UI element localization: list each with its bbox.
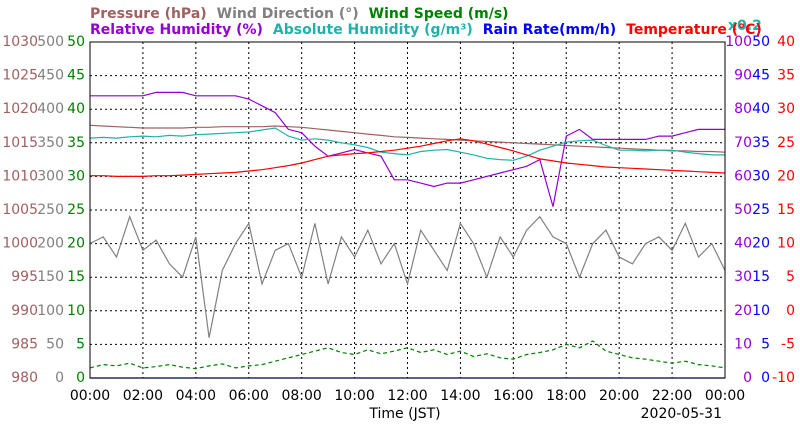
y-tick-label: 100: [37, 303, 64, 319]
y-tick-label: 0: [786, 303, 795, 319]
x-tick-label: 04:00: [176, 388, 216, 404]
y-tick-label: 15: [777, 202, 795, 218]
y-tick-label: 1010: [2, 168, 38, 184]
x-tick-label: 00:00: [705, 388, 745, 404]
y-tick-label: 985: [11, 336, 38, 352]
y-tick-label: 60: [734, 168, 752, 184]
y-tick-label: 45: [67, 68, 85, 84]
y-tick-label: 30: [734, 269, 752, 285]
y-tick-label: 25: [752, 202, 770, 218]
series-line: [90, 138, 726, 177]
y-tick-label: -10: [772, 370, 795, 386]
y-tick-label: 20: [67, 236, 85, 252]
y-tick-label: 40: [67, 101, 85, 117]
y-tick-label: 45: [752, 68, 770, 84]
y-tick-label: 10: [777, 236, 795, 252]
series-line: [89, 214, 726, 338]
series-line: [89, 127, 725, 161]
y-tick-label: 90: [734, 68, 752, 84]
x-tick-label: 06:00: [229, 388, 269, 404]
y-tick-label: 350: [37, 135, 64, 151]
y-tick-label: 15: [752, 269, 770, 285]
y-tick-label: 40: [734, 236, 752, 252]
y-tick-label: 40: [752, 101, 770, 117]
y-tick-label: -5: [781, 336, 795, 352]
x-tick-label: 10:00: [334, 388, 374, 404]
y-tick-label: 10: [734, 336, 752, 352]
y-tick-label: 1020: [2, 101, 38, 117]
y-tick-label: 50: [67, 34, 85, 50]
y-tick-label: 300: [37, 168, 64, 184]
y-tick-label: 20: [734, 303, 752, 319]
y-tick-label: 5: [786, 269, 795, 285]
y-tick-label: 30: [752, 168, 770, 184]
y-tick-label: 80: [734, 101, 752, 117]
y-tick-label: 150: [37, 269, 64, 285]
series-line: [90, 91, 725, 207]
plot-frame: [89, 41, 726, 379]
x-axis-label: Time (JST): [368, 406, 440, 422]
y-tick-label: 400: [37, 101, 64, 117]
y-tick-label: 25: [777, 135, 795, 151]
y-tick-label: 200: [37, 236, 64, 252]
y-tick-label: 10: [752, 303, 770, 319]
y-tick-label: 35: [752, 135, 770, 151]
y-tick-label: 100: [725, 34, 752, 50]
y-tick-label: 1000: [2, 236, 38, 252]
series-line: [89, 340, 726, 370]
scale-note: x0.2: [728, 18, 762, 34]
y-tick-label: 1005: [2, 202, 38, 218]
y-tick-label: 450: [37, 68, 64, 84]
x-tick-label: 20:00: [599, 388, 639, 404]
y-tick-label: 30: [777, 101, 795, 117]
y-tick-label: 15: [67, 269, 85, 285]
y-tick-label: 0: [76, 370, 85, 386]
y-tick-label: 30: [67, 168, 85, 184]
y-tick-label: 40: [777, 34, 795, 50]
y-tick-label: 20: [752, 236, 770, 252]
x-tick-label: 12:00: [387, 388, 427, 404]
y-tick-label: 35: [67, 135, 85, 151]
y-tick-label: 250: [37, 202, 64, 218]
y-tick-label: 50: [46, 336, 64, 352]
x-tick-label: 00:00: [70, 388, 110, 404]
y-tick-label: 1025: [2, 68, 38, 84]
x-tick-label: 08:00: [281, 388, 321, 404]
date-label: 2020-05-31: [641, 406, 722, 422]
x-tick-label: 16:00: [493, 388, 533, 404]
legend-entry: Temperature (°C): [626, 22, 762, 38]
y-tick-label: 0: [743, 370, 752, 386]
legend-entry: Pressure (hPa): [90, 6, 207, 22]
y-tick-label: 70: [734, 135, 752, 151]
x-tick-label: 14:00: [440, 388, 480, 404]
y-tick-label: 1015: [2, 135, 38, 151]
y-tick-label: 50: [734, 202, 752, 218]
y-tick-label: 1030: [2, 34, 38, 50]
y-tick-label: 35: [777, 68, 795, 84]
legend-entry: Wind Speed (m/s): [369, 6, 509, 22]
series-line: [89, 124, 726, 153]
x-tick-label: 22:00: [652, 388, 692, 404]
y-tick-label: 980: [11, 370, 38, 386]
y-tick-label: 25: [67, 202, 85, 218]
y-tick-label: 10: [67, 303, 85, 319]
y-tick-label: 5: [76, 336, 85, 352]
y-tick-label: 990: [11, 303, 38, 319]
legend-entry: Relative Humidity (%): [90, 22, 263, 38]
legend-entry: Rain Rate(mm/h): [483, 22, 616, 38]
y-tick-label: 50: [752, 34, 770, 50]
y-tick-label: 0: [761, 370, 770, 386]
y-tick-label: 0: [55, 370, 64, 386]
y-tick-label: 5: [761, 336, 770, 352]
y-tick-label: 995: [11, 269, 38, 285]
y-tick-label: 500: [37, 34, 64, 50]
legend-entry: Absolute Humidity (g/m³): [273, 22, 473, 38]
x-tick-label: 18:00: [546, 388, 586, 404]
x-tick-label: 02:00: [123, 388, 163, 404]
y-tick-label: 20: [777, 168, 795, 184]
legend-entry: Wind Direction (°): [217, 6, 359, 22]
